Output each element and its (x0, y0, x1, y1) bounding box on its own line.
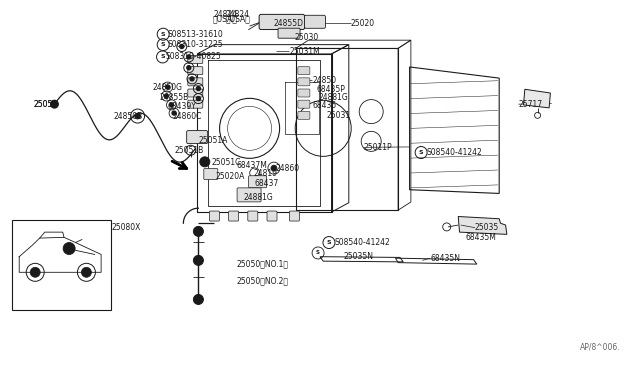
Text: S: S (160, 54, 165, 60)
Text: 25030: 25030 (294, 33, 319, 42)
Text: S: S (326, 240, 332, 245)
Circle shape (200, 157, 210, 167)
Text: 25035N: 25035N (343, 252, 373, 261)
FancyBboxPatch shape (188, 67, 203, 75)
FancyBboxPatch shape (298, 89, 310, 97)
Text: 25051A: 25051A (198, 136, 228, 145)
FancyBboxPatch shape (204, 169, 218, 180)
FancyBboxPatch shape (298, 111, 310, 119)
Text: S08310-31225: S08310-31225 (168, 40, 223, 49)
FancyBboxPatch shape (298, 78, 310, 86)
FancyBboxPatch shape (248, 176, 267, 188)
Text: 〈USA〉: 〈USA〉 (225, 15, 250, 24)
Text: 68435M: 68435M (466, 233, 497, 242)
Text: S: S (419, 150, 424, 155)
Text: 68435: 68435 (312, 101, 337, 110)
Circle shape (81, 267, 92, 277)
Circle shape (193, 256, 204, 265)
Text: 24881G: 24881G (319, 93, 348, 102)
Text: 25050〈NO.1〉: 25050〈NO.1〉 (237, 260, 289, 269)
Text: 24824: 24824 (225, 10, 249, 19)
Circle shape (187, 55, 191, 59)
FancyBboxPatch shape (298, 67, 310, 75)
Text: 25051B: 25051B (174, 146, 204, 155)
Text: 24860: 24860 (275, 164, 300, 173)
Text: 25051C: 25051C (211, 158, 241, 167)
Text: S: S (161, 42, 166, 47)
Text: 25050: 25050 (33, 100, 58, 109)
Circle shape (196, 87, 200, 90)
Text: 25031M: 25031M (289, 47, 320, 56)
Circle shape (190, 77, 194, 81)
FancyBboxPatch shape (188, 100, 203, 108)
Text: 25050〈NO.2〉: 25050〈NO.2〉 (237, 276, 289, 285)
Circle shape (30, 267, 40, 277)
Text: S08513-31610: S08513-31610 (168, 30, 223, 39)
FancyBboxPatch shape (278, 28, 300, 38)
FancyBboxPatch shape (259, 15, 305, 29)
FancyBboxPatch shape (248, 211, 258, 221)
Text: 25717: 25717 (518, 100, 543, 109)
FancyBboxPatch shape (289, 211, 300, 221)
Text: S08310-40825: S08310-40825 (165, 52, 221, 61)
FancyBboxPatch shape (298, 100, 310, 108)
Text: S08540-41242: S08540-41242 (334, 238, 390, 247)
Text: 68437: 68437 (255, 179, 279, 187)
Circle shape (193, 295, 204, 304)
Circle shape (51, 100, 58, 108)
Text: 68439Y: 68439Y (168, 102, 196, 111)
Circle shape (187, 66, 191, 70)
Circle shape (170, 103, 173, 107)
Text: 25080X: 25080X (112, 223, 141, 232)
Text: 25050: 25050 (33, 100, 58, 109)
FancyBboxPatch shape (188, 89, 203, 97)
Text: 〈USA〉: 〈USA〉 (213, 15, 237, 24)
FancyBboxPatch shape (305, 15, 325, 28)
Text: 68435P: 68435P (316, 85, 345, 94)
Circle shape (196, 97, 200, 100)
FancyBboxPatch shape (209, 211, 220, 221)
Text: 24881G: 24881G (243, 193, 273, 202)
Text: 25020A: 25020A (215, 172, 244, 181)
Text: 24855D: 24855D (274, 19, 304, 28)
Text: 24850G: 24850G (152, 83, 182, 92)
Text: S: S (161, 32, 166, 37)
Text: 68437M: 68437M (237, 161, 268, 170)
Polygon shape (524, 89, 550, 108)
Circle shape (164, 94, 168, 98)
FancyBboxPatch shape (267, 211, 277, 221)
Circle shape (193, 227, 204, 236)
Circle shape (172, 111, 176, 115)
Circle shape (63, 243, 75, 254)
Text: 25011P: 25011P (364, 143, 392, 152)
Text: 25031: 25031 (326, 111, 351, 120)
Text: 24819: 24819 (253, 169, 278, 178)
Polygon shape (458, 217, 507, 234)
FancyBboxPatch shape (188, 78, 203, 86)
Text: 25035: 25035 (475, 223, 499, 232)
Text: S: S (316, 250, 320, 256)
Text: 24860C: 24860C (173, 112, 202, 121)
Circle shape (134, 113, 141, 119)
Text: 68435N: 68435N (430, 254, 460, 263)
Circle shape (271, 165, 277, 171)
FancyBboxPatch shape (188, 55, 203, 64)
Bar (12, 220, 111, 310)
Text: 24855B: 24855B (160, 93, 189, 102)
FancyBboxPatch shape (237, 188, 261, 202)
FancyBboxPatch shape (187, 131, 207, 144)
FancyBboxPatch shape (228, 211, 239, 221)
Circle shape (166, 85, 170, 89)
Circle shape (180, 45, 184, 48)
Text: 25020: 25020 (351, 19, 375, 28)
Text: 24850: 24850 (312, 76, 337, 85)
Text: 24824: 24824 (213, 10, 237, 19)
Text: 24850B: 24850B (114, 112, 143, 121)
Text: AP/8^006.: AP/8^006. (580, 343, 621, 352)
Text: S08540-41242: S08540-41242 (426, 148, 482, 157)
